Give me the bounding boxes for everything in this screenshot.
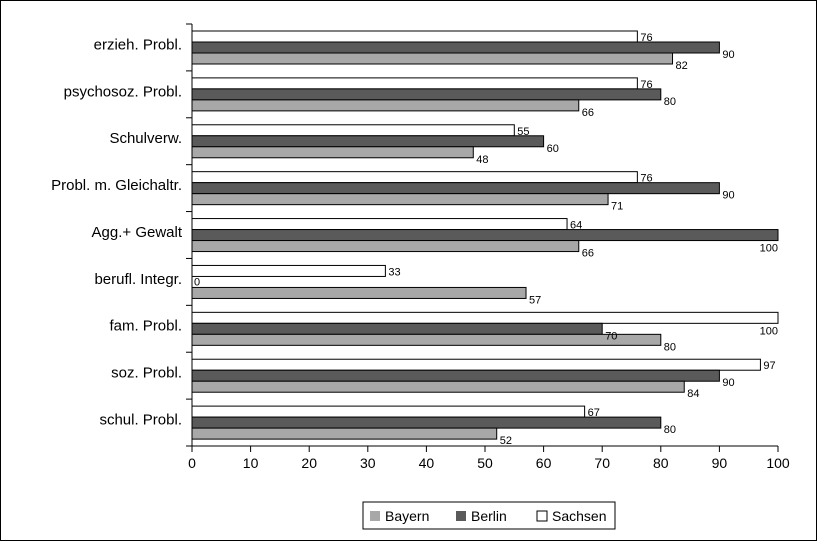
x-tick-label-100: 100 <box>766 455 790 471</box>
data-label-berlin-schul-probl: 80 <box>664 424 676 436</box>
data-label-berlin-agg-gewalt: 100 <box>760 243 778 255</box>
x-tick-label-70: 70 <box>594 455 610 471</box>
data-label-berlin-fam-probl: 70 <box>605 330 617 342</box>
bar-bayern-schul-probl <box>191 427 498 440</box>
axis-layer: 0 10 20 30 40 50 60 70 80 90 100 <box>186 23 790 471</box>
x-tick-label-50: 50 <box>477 455 493 471</box>
x-tick-label-10: 10 <box>243 455 259 471</box>
category-label-agg-gewalt: Agg.+ Gewalt <box>92 224 183 241</box>
bar-bayern-soz-probl <box>191 380 685 393</box>
legend: Bayern Berlin Sachsen <box>362 501 616 530</box>
bar-bayern-psychosoz-probl <box>191 99 580 112</box>
x-tick-label-20: 20 <box>301 455 317 471</box>
bar-sachsen-schul-probl <box>191 405 586 418</box>
legend-label-berlin: Berlin <box>471 508 507 524</box>
bar-sachsen-fam-probl <box>191 311 779 324</box>
labels-layer: 76 90 82 erzieh. Probl. 76 80 66 psychosoz. Pro… <box>51 32 778 447</box>
bar-berlin-agg-gewalt <box>191 229 779 242</box>
bar-berlin-schulverw <box>191 135 545 148</box>
bars-layer <box>191 30 779 440</box>
bar-sachsen-probl-m-gleichaltr <box>191 171 638 184</box>
bar-sachsen-berufl-integr <box>191 264 386 277</box>
data-label-bayern-berufl-integr: 57 <box>529 294 541 306</box>
legend-label-bayern: Bayern <box>385 508 429 524</box>
data-label-berlin-probl-m-gleichaltr: 90 <box>722 190 734 202</box>
data-label-bayern-schul-probl: 52 <box>500 435 512 447</box>
bar-sachsen-schulverw <box>191 124 515 137</box>
x-tick-label-80: 80 <box>653 455 669 471</box>
bar-bayern-schulverw <box>191 146 474 159</box>
data-label-sachsen-psychosoz-probl: 76 <box>640 79 652 91</box>
legend-swatch-sachsen <box>536 510 548 522</box>
data-label-bayern-probl-m-gleichaltr: 71 <box>611 201 623 213</box>
bar-berlin-fam-probl <box>191 322 603 335</box>
data-label-sachsen-schul-probl: 67 <box>588 407 600 419</box>
bar-berlin-psychosoz-probl <box>191 88 662 101</box>
x-tick-label-90: 90 <box>712 455 728 471</box>
x-tick-label-0: 0 <box>188 455 196 471</box>
bar-bayern-agg-gewalt <box>191 240 580 253</box>
bar-sachsen-agg-gewalt <box>191 218 568 231</box>
data-label-sachsen-berufl-integr: 33 <box>388 266 400 278</box>
bar-bayern-erzieh-probl <box>191 52 674 65</box>
bar-bayern-fam-probl <box>191 333 662 346</box>
category-label-erzieh-probl: erzieh. Probl. <box>94 36 182 53</box>
bar-bayern-probl-m-gleichaltr <box>191 193 609 206</box>
data-label-berlin-psychosoz-probl: 80 <box>664 96 676 108</box>
data-label-sachsen-schulverw: 55 <box>517 126 529 138</box>
category-label-schulverw: Schulverw. <box>109 130 182 147</box>
data-label-sachsen-soz-probl: 97 <box>763 360 775 372</box>
legend-label-sachsen: Sachsen <box>552 508 606 524</box>
data-label-sachsen-erzieh-probl: 76 <box>640 32 652 44</box>
bar-sachsen-soz-probl <box>191 358 761 371</box>
legend-box <box>362 501 616 530</box>
category-label-soz-probl: soz. Probl. <box>111 365 182 382</box>
bar-sachsen-psychosoz-probl <box>191 77 638 90</box>
category-label-fam-probl: fam. Probl. <box>109 318 182 335</box>
x-tick-label-60: 60 <box>536 455 552 471</box>
legend-swatch-berlin <box>456 511 466 521</box>
x-tick-label-30: 30 <box>360 455 376 471</box>
bar-berlin-soz-probl <box>191 369 720 382</box>
data-label-berlin-berufl-integr: 0 <box>194 276 200 288</box>
data-label-bayern-fam-probl: 80 <box>664 341 676 353</box>
data-label-bayern-psychosoz-probl: 66 <box>582 107 594 119</box>
data-label-berlin-erzieh-probl: 90 <box>722 49 734 61</box>
data-label-berlin-schulverw: 60 <box>547 143 559 155</box>
bar-bayern-berufl-integr <box>191 286 527 299</box>
x-tick-label-40: 40 <box>419 455 435 471</box>
category-label-psychosoz-probl: psychosoz. Probl. <box>64 83 182 100</box>
category-label-schul-probl: schul. Probl. <box>99 412 182 429</box>
data-label-bayern-soz-probl: 84 <box>687 388 699 400</box>
data-label-sachsen-agg-gewalt: 64 <box>570 220 582 232</box>
category-label-probl-m-gleichaltr: Probl. m. Gleichaltr. <box>51 177 182 194</box>
data-label-berlin-soz-probl: 90 <box>722 377 734 389</box>
data-label-bayern-schulverw: 48 <box>476 154 488 166</box>
bar-sachsen-erzieh-probl <box>191 30 638 43</box>
data-label-sachsen-fam-probl: 100 <box>760 325 778 337</box>
legend-swatch-bayern <box>370 511 380 521</box>
category-label-berufl-integr: berufl. Integr. <box>94 271 182 288</box>
data-label-sachsen-probl-m-gleichaltr: 76 <box>640 173 652 185</box>
data-label-bayern-erzieh-probl: 82 <box>676 60 688 72</box>
data-label-bayern-agg-gewalt: 66 <box>582 248 594 260</box>
